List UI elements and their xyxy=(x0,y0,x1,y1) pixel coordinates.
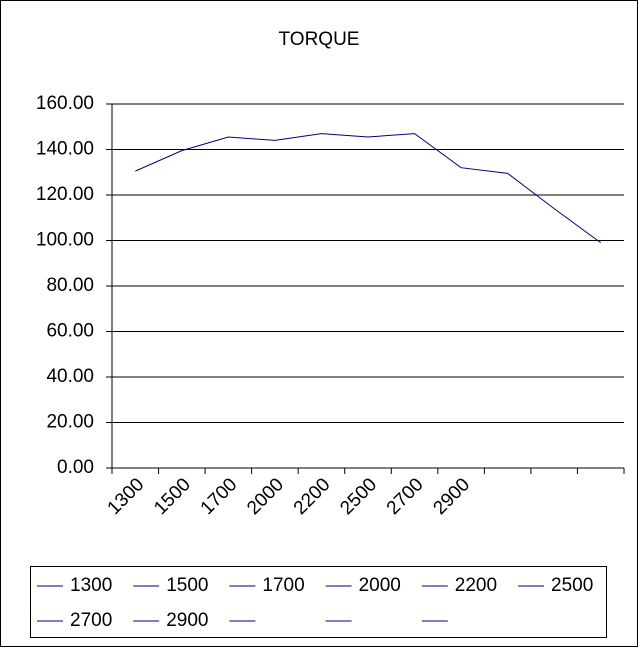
y-tick-label: 120.00 xyxy=(36,184,94,205)
legend-box xyxy=(30,566,607,638)
y-tick-label: 80.00 xyxy=(46,275,94,296)
line-series xyxy=(135,133,602,244)
legend-label: 2700 xyxy=(70,610,112,631)
y-tick-label: 100.00 xyxy=(36,230,94,251)
legend-label: 2200 xyxy=(455,575,497,596)
legend-label: 1500 xyxy=(166,575,208,596)
y-tick-label: 20.00 xyxy=(46,412,94,433)
legend-label: 1300 xyxy=(70,575,112,596)
legend-label: 2900 xyxy=(166,610,208,631)
y-tick-label: 60.00 xyxy=(46,321,94,342)
y-tick-label: 140.00 xyxy=(36,139,94,160)
y-tick-label: 160.00 xyxy=(36,93,94,114)
legend-label: 2500 xyxy=(551,575,593,596)
y-tick-label: 40.00 xyxy=(46,366,94,387)
chart-title: TORQUE xyxy=(279,29,360,50)
legend-label: 2000 xyxy=(359,575,401,596)
legend-label: 1700 xyxy=(262,575,304,596)
y-tick-label: 0.00 xyxy=(57,457,94,478)
